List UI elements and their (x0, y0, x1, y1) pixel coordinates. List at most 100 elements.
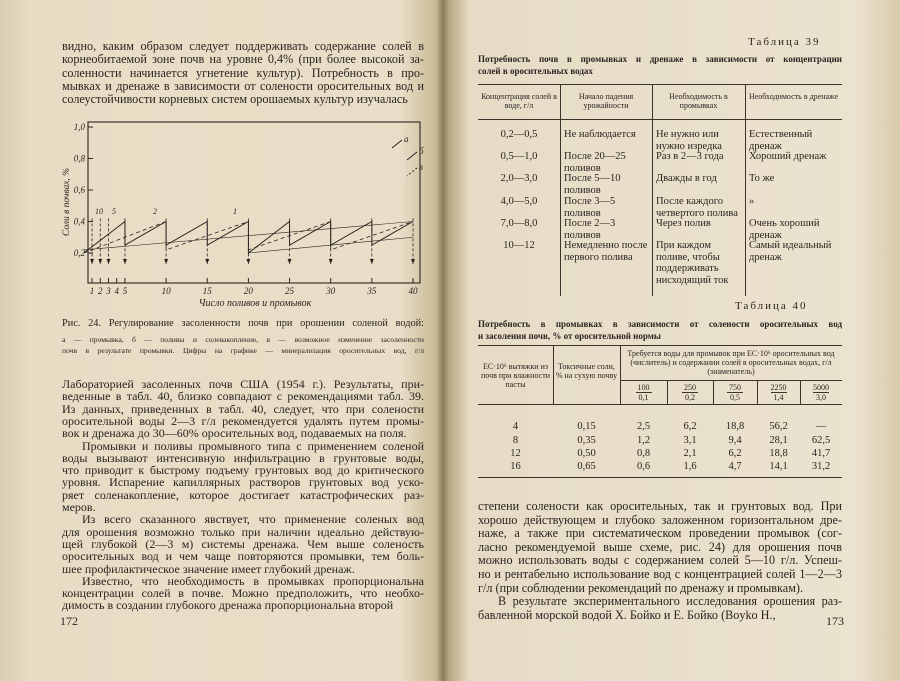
table-cell: 28,1 (769, 435, 788, 446)
text-line: шее профилактическое значение имеет глуб… (62, 561, 355, 576)
fraction-numerator: 100 (637, 383, 650, 392)
x-tick-label: 1 (90, 286, 95, 296)
fraction-denominator: 1,4 (773, 393, 784, 402)
text-line: видно, каким образом следует поддерживат… (62, 39, 424, 53)
legend-arrow (406, 151, 418, 161)
table-cell: 0,2—0,5 (500, 129, 538, 140)
fraction-denominator: 0,2 (685, 393, 695, 402)
rule (560, 84, 561, 296)
table-cell: » (749, 196, 755, 207)
table-cell: 0,50 (577, 448, 596, 459)
x-tick-label: 2 (98, 286, 103, 296)
text-line: степени солености как оросительных, так … (478, 499, 842, 513)
fraction-denominator: 0,5 (730, 393, 740, 402)
table-cell: При каждом поливе, чтобы поддерживать ни… (656, 240, 729, 286)
arrow-head (106, 259, 111, 265)
text-line: мывках и дренаже в зависимости от солено… (62, 78, 424, 93)
arrow-head (411, 259, 415, 265)
table-header: Концентрация солей в воде, г/л (481, 92, 557, 110)
rule (620, 380, 842, 381)
rule (478, 119, 842, 120)
arrow-head (122, 259, 127, 265)
table-cell: После 5—10 поливов (564, 173, 621, 196)
rule (478, 84, 842, 86)
table-cell: 56,2 (769, 421, 788, 432)
rule (745, 84, 746, 296)
table-cell: Через полив (656, 218, 711, 229)
x-tick-label: 20 (244, 286, 254, 296)
table-cell: 2,5 (636, 421, 651, 432)
table-title: Потребность в промывках в зависимости от… (478, 319, 842, 329)
arrow-head (287, 259, 292, 265)
table-cell: Естественный дренаж (749, 129, 813, 152)
fraction-denominator: 3,0 (816, 393, 826, 402)
text-line: ряет соленакопление, которое достигает к… (62, 487, 424, 502)
text-line: Из данных, приведенных в табл. 40, следу… (62, 401, 424, 416)
table-cell: 7,0—8,0 (500, 218, 538, 229)
fraction-numerator: 5000 (813, 383, 829, 392)
text-line: корнеобитаемой зоне почв на уровне 0,4% … (62, 52, 424, 67)
table-cell: Очень хороший дренаж (749, 218, 820, 241)
table-cell: 0,15 (577, 421, 596, 432)
arrow-head (328, 259, 333, 265)
text-line: уровня. Испарение капиллярных растворов … (62, 475, 424, 490)
text-line: димость в создании глубокого дренажа про… (62, 598, 394, 613)
table-cell: После каждого четвертого полива (656, 196, 738, 219)
text-line: Из всего сказанного явствует, что примен… (82, 512, 424, 527)
fraction-numerator: 2250 (770, 383, 787, 392)
table-cell: Не наблюдается (564, 129, 636, 140)
text-line: бавленной морской водой Х. Бойко и Е. Бо… (478, 607, 776, 622)
text-line: оросительной воды 2—3 г/л рекомендуется … (62, 413, 424, 428)
table-header: Необходимость в дренаже (748, 92, 839, 101)
y-tick-label: 0,6 (74, 185, 86, 195)
table-cell: 18,8 (725, 421, 745, 432)
x-tick-label: 10 (162, 286, 172, 296)
x-tick-label: 30 (325, 286, 336, 296)
rule (770, 392, 787, 393)
caption-line: почв в результате промывки. Цифры на гра… (62, 346, 424, 355)
y-tick-label: 0,8 (74, 154, 86, 164)
text-line: Промывки и поливы промывного типа с прим… (82, 438, 424, 453)
text-line: концентрации солей в почве. Можно предпо… (62, 586, 424, 601)
rule (652, 84, 653, 296)
legend-arrow (391, 139, 403, 149)
rule (620, 345, 621, 404)
table-header: ЕС·10⁶ вытяжки из почв при влажности пас… (481, 362, 550, 389)
text-line: хорошо действующем и глубоко заложенном … (478, 512, 842, 527)
text-line: но и рентабельно использование вод с кон… (478, 567, 842, 581)
text-line: солеустойчивости корневых систем орошаем… (62, 92, 408, 107)
table-header: Начало падения урожайности (578, 92, 634, 110)
table-cell: 1,2 (636, 435, 651, 446)
table-cell: 62,5 (811, 435, 831, 446)
rule (800, 380, 801, 404)
legend-arrow (406, 167, 418, 177)
rule (667, 380, 668, 404)
rule (713, 380, 714, 404)
table-cell: 4,7 (728, 461, 742, 472)
text-line: Лабораторией засоленных почв США (1954 г… (62, 377, 424, 391)
table-cell: 9,4 (728, 435, 742, 446)
table-cell: 0,5—1,0 (500, 151, 538, 162)
caption-line: а — промывка, б — поливы и солевакоплени… (62, 335, 424, 344)
fraction-denominator: 0,1 (638, 393, 649, 402)
x-tick-label: 15 (203, 286, 213, 296)
text-line: что приводит к быстрому подъему грунтовы… (62, 463, 424, 478)
table-title: и засоления почв, % от оросительной норм… (478, 331, 661, 341)
curve-label: 5 (112, 207, 116, 216)
table-title: солей в оросительных водах (478, 66, 593, 76)
rule (813, 392, 829, 393)
curve-label: 10 (95, 207, 103, 216)
table-cell: То же (749, 173, 775, 184)
table-cell: 0,8 (636, 448, 651, 459)
table-cell: Хороший дренаж (749, 151, 827, 162)
table-cell: 0,35 (577, 435, 596, 446)
arrow-head (90, 259, 95, 265)
table-cell: 3,1 (683, 435, 697, 446)
text-line: ласно рекомендуемой выше схеме, рис. 24)… (478, 539, 842, 554)
y-tick-label: 0,2 (74, 248, 86, 258)
arrow-head (246, 259, 251, 265)
y-axis-label: Соли в почвах, % (62, 168, 72, 236)
rule (682, 392, 698, 393)
